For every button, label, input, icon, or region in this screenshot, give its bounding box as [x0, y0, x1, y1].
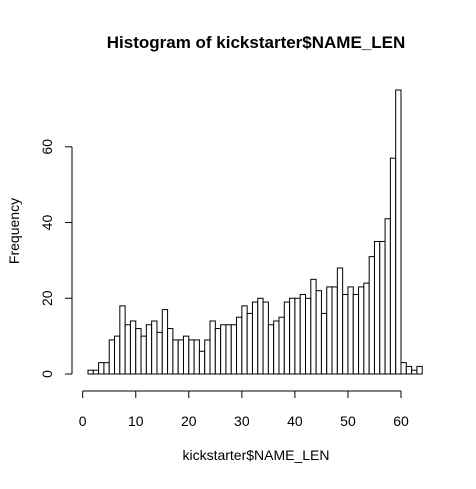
histogram-bar [395, 89, 402, 375]
y-axis-label: Frequency [6, 198, 22, 264]
histogram-bar [289, 297, 296, 375]
histogram-bar [145, 324, 153, 375]
histogram-bar [257, 297, 264, 375]
histogram-bar [373, 240, 381, 375]
x-tick-label: 10 [128, 413, 144, 429]
histogram-bar [193, 339, 200, 375]
histogram-bar [114, 335, 121, 375]
histogram-bar [283, 301, 291, 375]
histogram-bar [156, 331, 163, 375]
histogram-bars [87, 89, 423, 375]
histogram-bar [347, 286, 354, 375]
x-tick-label: 30 [234, 413, 250, 429]
histogram-bar [315, 290, 322, 375]
y-tick-label: 60 [39, 139, 55, 155]
histogram-bar [405, 365, 413, 375]
histogram-bar [273, 320, 280, 375]
histogram-bar [400, 362, 407, 375]
histogram-bar [331, 286, 338, 375]
histogram-bar [151, 320, 158, 375]
histogram-bar [87, 369, 94, 375]
histogram-bar [182, 335, 190, 375]
histogram-bar [230, 324, 238, 375]
histogram-bar [188, 339, 195, 375]
histogram-bar [98, 362, 105, 375]
histogram-bar [92, 369, 100, 375]
histogram-bar [135, 328, 142, 375]
histogram-bar [310, 278, 317, 375]
y-tick-label: 0 [39, 370, 55, 378]
histogram-bar [124, 324, 131, 375]
x-tick-label: 0 [79, 413, 87, 429]
histogram-bar [358, 286, 365, 375]
x-tick-label: 40 [287, 413, 303, 429]
histogram-bar [379, 240, 386, 375]
histogram-bar [267, 324, 275, 375]
histogram-bar [225, 324, 232, 375]
x-tick-label: 20 [181, 413, 197, 429]
histogram-bar [278, 316, 285, 375]
histogram-bar [204, 339, 211, 375]
histogram-bar [172, 339, 179, 375]
histogram-bar [177, 339, 185, 375]
histogram-bar [161, 309, 169, 375]
histogram-bar [241, 305, 248, 375]
histogram-bar [119, 305, 126, 375]
x-axis-label: kickstarter$NAME_LEN [182, 447, 329, 463]
histogram-bar [320, 312, 328, 375]
histogram-bar [103, 362, 110, 375]
histogram-bar [209, 320, 216, 375]
histogram-bar [246, 312, 253, 375]
histogram-bar [108, 339, 116, 375]
y-tick-label: 40 [39, 215, 55, 231]
histogram-bar [368, 256, 375, 375]
histogram-bar [416, 365, 423, 375]
x-axis: 0 10 20 30 40 50 60 [79, 390, 409, 429]
histogram-bar [140, 335, 147, 375]
histogram-bar [389, 157, 397, 375]
histogram-bar [299, 293, 307, 375]
histogram-bar [363, 282, 370, 375]
histogram-bar [214, 328, 222, 375]
histogram-bar [220, 324, 227, 375]
histogram-bar [294, 297, 301, 375]
y-tick-label: 20 [39, 290, 55, 306]
histogram-bar [198, 350, 206, 375]
histogram-bar [167, 328, 174, 375]
x-tick-label: 50 [340, 413, 356, 429]
y-axis: 0 20 40 60 [39, 139, 73, 378]
histogram-bar [326, 286, 333, 375]
x-tick-label: 60 [393, 413, 409, 429]
histogram-bar [236, 316, 243, 375]
histogram-bar [262, 301, 269, 375]
histogram-bar [384, 218, 391, 375]
chart-title: Histogram of kickstarter$NAME_LEN [107, 33, 406, 52]
histogram-bar [411, 369, 418, 375]
histogram-bar [251, 301, 259, 375]
histogram-bar [336, 267, 344, 375]
histogram-bar [305, 297, 312, 375]
histogram-bar [129, 320, 137, 375]
histogram-bar [352, 293, 360, 375]
histogram-bar [342, 293, 349, 375]
